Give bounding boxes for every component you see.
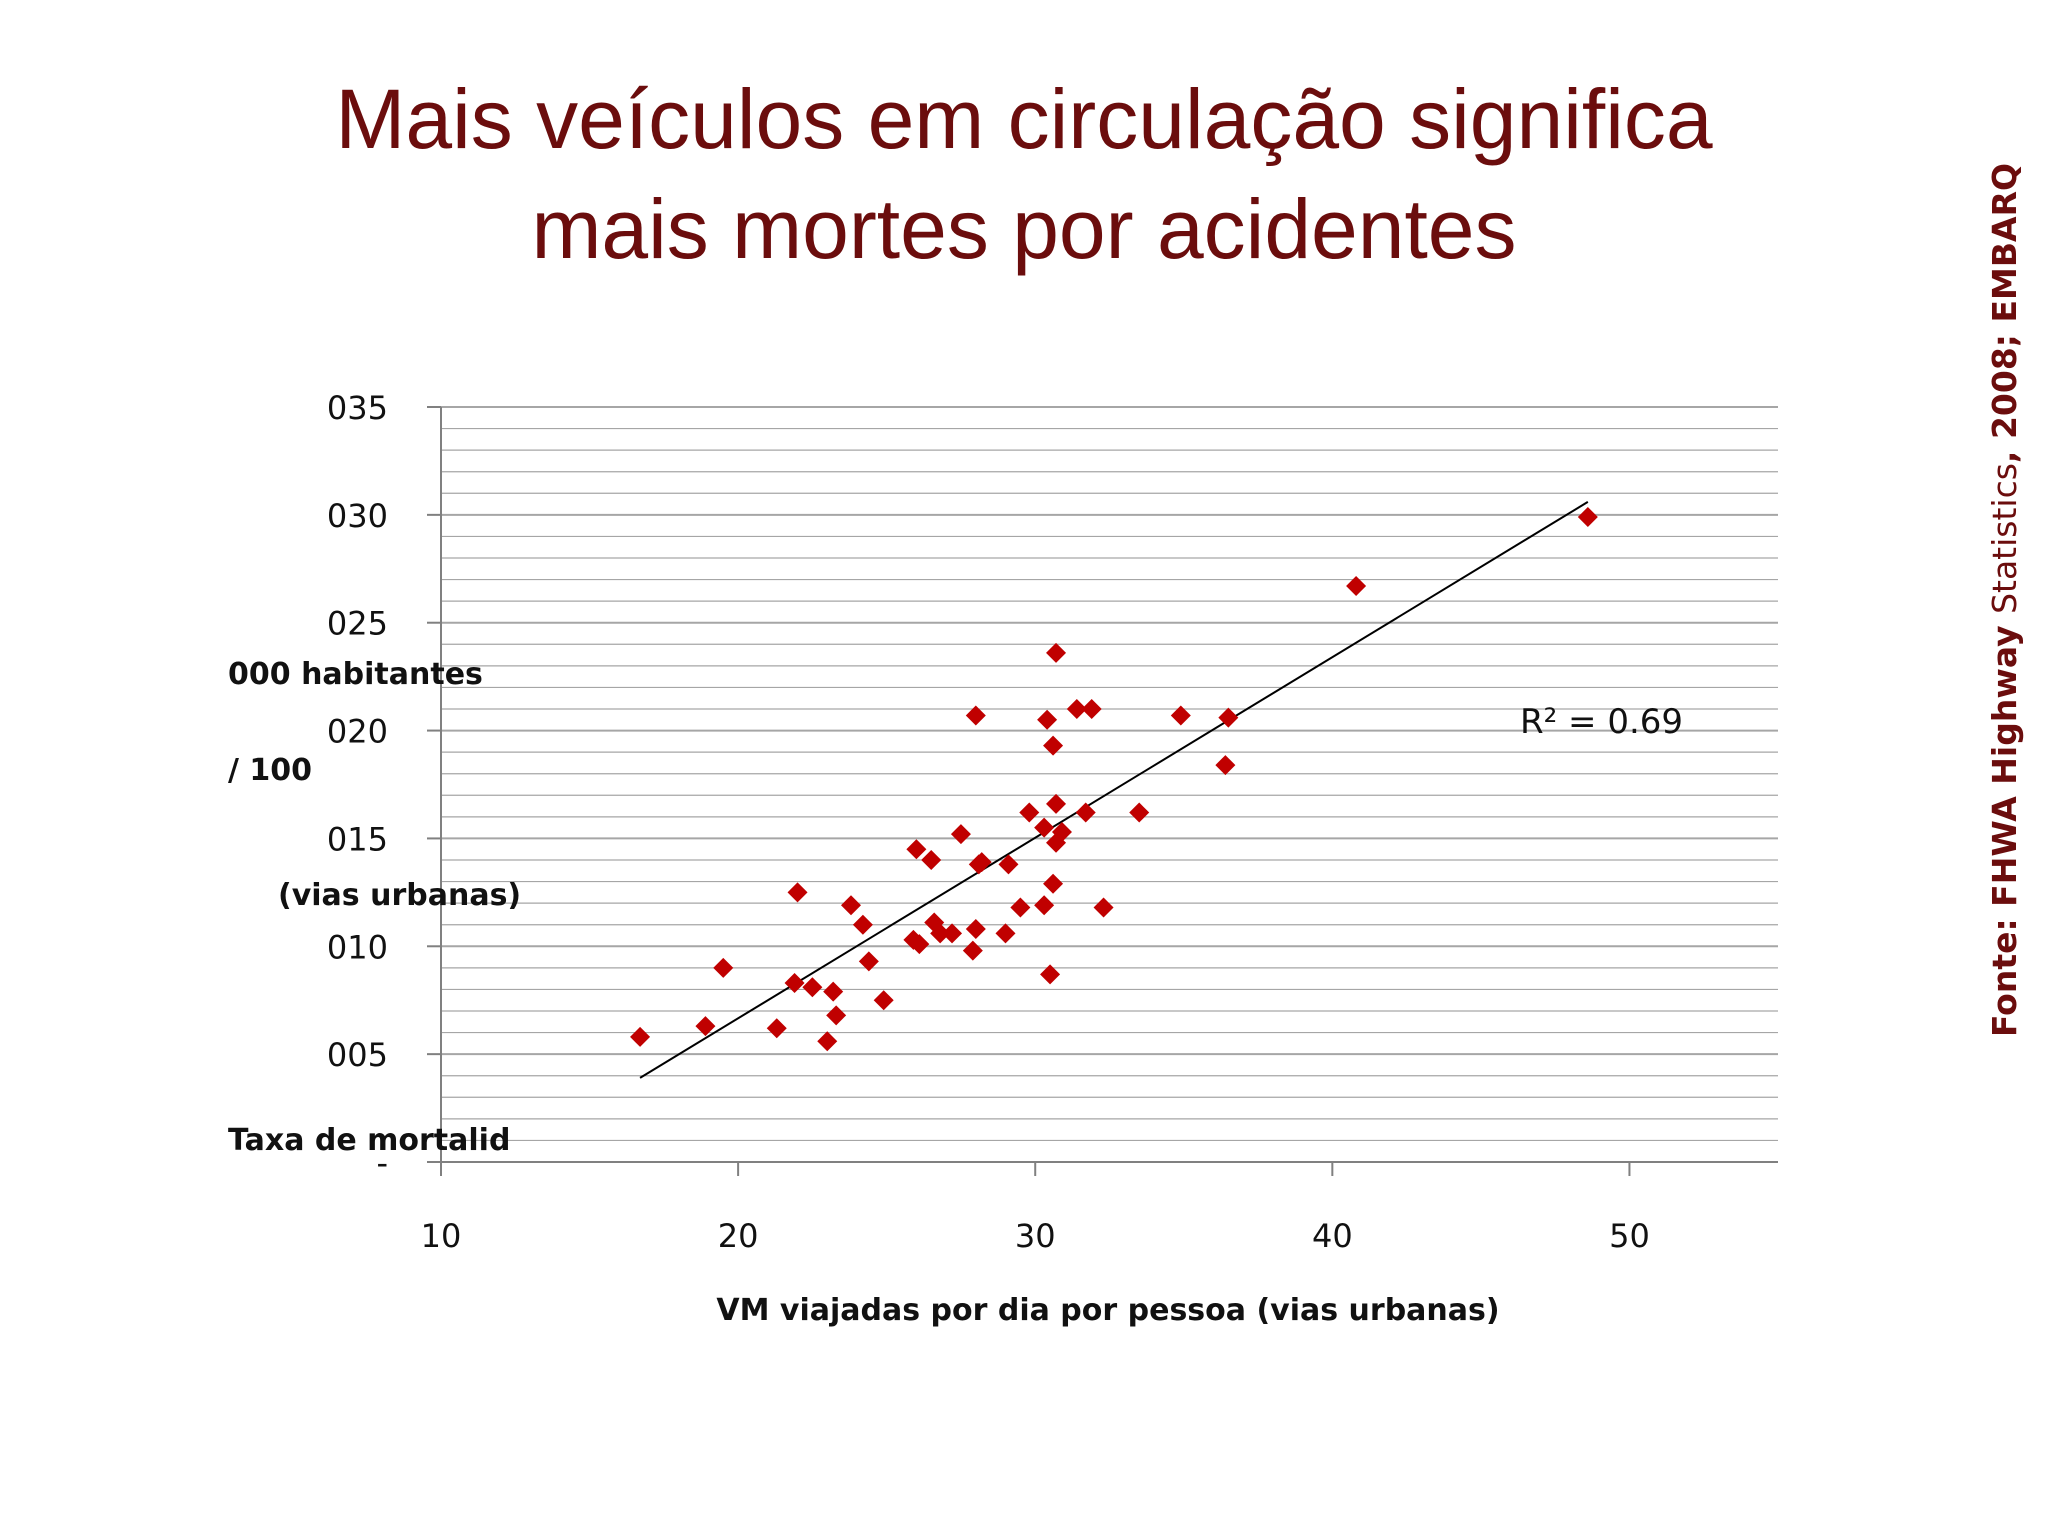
data-point [995,923,1016,944]
data-point [858,951,879,972]
data-point [713,957,734,978]
data-point [1346,576,1367,597]
x-tick-label: 20 [718,1217,759,1255]
y-tick-label: 020 [327,713,388,751]
data-point [817,1031,838,1052]
trendline-group [639,501,1589,1079]
y-tick-label: 030 [327,497,388,535]
data-point [930,923,951,944]
x-tick-label: 30 [1015,1217,1056,1255]
chart-gridlines [441,406,1778,1142]
data-point [852,914,873,935]
data-point [823,981,844,1002]
data-point [1037,709,1058,730]
data-point [1043,735,1064,756]
data-point [1034,895,1055,916]
data-point [1019,802,1040,823]
data-point [1046,793,1067,814]
y-axis-title-fragment: (vias urbanas) [278,878,521,913]
y-axis-tick-labels: - 005 010 015 020 025 030 035 [327,389,388,1182]
data-point [965,919,986,940]
data-point [1051,821,1072,842]
y-axis-title: 000 habitantes / 100 (vias urbanas) Taxa de… [228,657,521,1158]
data-point [1043,873,1064,894]
x-tick-label: 10 [421,1217,462,1255]
data-point [962,940,983,961]
y-tick-label: 035 [327,389,388,427]
data-point [906,839,927,860]
r-squared-label: R² = 0.69 [1520,702,1683,742]
source-note-part-2: Statistics [1985,463,2024,614]
y-tick-label: 025 [327,605,388,643]
data-point [1170,705,1191,726]
data-point [841,895,862,916]
y-tick-label: 015 [327,820,388,858]
data-point [630,1026,651,1047]
data-point [1075,802,1096,823]
data-point [909,934,930,955]
y-tick-label: 010 [327,928,388,966]
source-note-part-3: , 2008; EMBARQ [1985,162,2024,464]
data-point [826,1005,847,1026]
data-point [950,824,971,845]
data-points [630,507,1598,1052]
data-point [1577,507,1598,528]
y-tick-label: 005 [327,1036,388,1074]
slide-title: Mais veículos em circulação significa ma… [0,64,2048,284]
data-point [784,972,805,993]
chart-axes [427,406,1778,1176]
data-point [1010,897,1031,918]
x-tick-label: 40 [1312,1217,1353,1255]
y-axis-title-fragment: Taxa de mortalid [228,1123,510,1158]
data-point [1066,699,1087,719]
y-axis-title-fragment: / 100 [228,753,312,788]
data-point [942,923,963,944]
data-point [766,1018,787,1039]
data-point [787,882,808,903]
data-point [1034,817,1055,838]
source-note: Fonte: FHWA Highway Statistics, 2008; EM… [1985,163,2025,1037]
data-point [971,852,992,873]
data-point [1040,964,1061,985]
data-point [1046,642,1067,663]
y-tick-label: - [376,1144,388,1182]
y-axis-title-fragment: 000 habitantes [228,657,483,692]
data-point [1215,755,1236,776]
data-point [695,1016,716,1037]
data-point [1218,707,1239,728]
data-point [965,705,986,726]
source-note-part-1: Fonte: FHWA Highway [1985,613,2024,1038]
data-point [998,854,1019,875]
x-tick-label: 50 [1609,1217,1650,1255]
data-point [1093,897,1114,918]
data-point [1129,802,1150,823]
data-point [802,977,823,998]
trendline [639,501,1589,1079]
data-point [921,850,942,870]
data-point [873,990,894,1011]
slide-title-line-1: Mais veículos em circulação significa [335,72,1713,166]
data-point [1081,699,1102,719]
x-axis-tick-labels: 10 20 30 40 50 [421,1217,1650,1255]
x-axis-title: VM viajadas por dia por pessoa (vias urb… [716,1293,1499,1328]
slide-title-line-2: mais mortes por acidentes [531,182,1517,276]
